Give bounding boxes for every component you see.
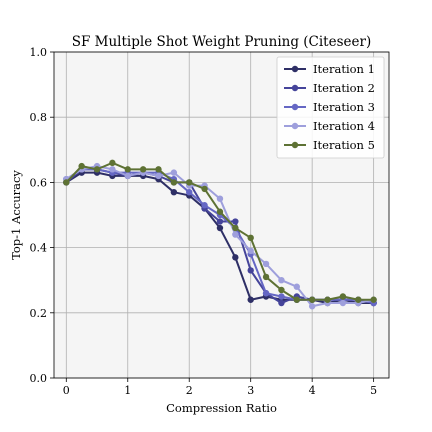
legend: Iteration 1 Iteration 2 Iteration 3 Iterati… (277, 57, 384, 158)
data-point (247, 235, 253, 241)
y-tick-label: 0.8 (30, 111, 48, 124)
data-point (278, 300, 284, 306)
data-point (232, 231, 238, 237)
data-point (94, 166, 100, 172)
data-point (370, 297, 376, 303)
data-point (171, 189, 177, 195)
legend-label: Iteration 4 (313, 119, 375, 133)
data-point (155, 173, 161, 179)
data-point (217, 225, 223, 231)
data-point (63, 179, 69, 185)
data-point (186, 179, 192, 185)
data-point (125, 166, 131, 172)
data-point (217, 218, 223, 224)
data-point (217, 196, 223, 202)
data-point (232, 225, 238, 231)
data-point (109, 166, 115, 172)
x-axis-label: Compression Ratio (166, 401, 277, 415)
y-tick-label: 0.0 (30, 372, 48, 385)
legend-label: Iteration 1 (313, 62, 375, 76)
data-point (340, 300, 346, 306)
data-point (78, 163, 84, 169)
data-point (294, 284, 300, 290)
x-tick-label: 4 (309, 384, 316, 397)
data-point (155, 166, 161, 172)
data-point (171, 169, 177, 175)
data-point (171, 179, 177, 185)
x-tick-label: 2 (186, 384, 193, 397)
data-point (263, 261, 269, 267)
data-point (125, 173, 131, 179)
legend-swatch-marker (292, 66, 298, 72)
data-point (263, 274, 269, 280)
data-point (232, 254, 238, 260)
data-point (201, 202, 207, 208)
data-point (263, 290, 269, 296)
y-axis-label: Top-1 Accuracy (9, 170, 23, 260)
data-point (309, 303, 315, 309)
y-tick-label: 0.4 (30, 242, 48, 255)
data-point (140, 166, 146, 172)
data-point (186, 189, 192, 195)
y-tick-label: 0.2 (30, 307, 48, 320)
legend-swatch-marker (292, 142, 298, 148)
data-point (247, 297, 253, 303)
data-point (278, 277, 284, 283)
data-point (340, 293, 346, 299)
data-point (278, 293, 284, 299)
data-point (247, 248, 253, 254)
legend-swatch-marker (292, 123, 298, 129)
x-tick-label: 0 (63, 384, 70, 397)
data-point (309, 297, 315, 303)
legend-label: Iteration 2 (313, 81, 375, 95)
x-tick-label: 5 (370, 384, 377, 397)
legend-label: Iteration 5 (313, 138, 375, 152)
x-tick-label: 1 (124, 384, 131, 397)
data-point (247, 267, 253, 273)
legend-swatch-marker (292, 104, 298, 110)
data-point (355, 297, 361, 303)
data-point (324, 297, 330, 303)
data-point (201, 186, 207, 192)
data-point (294, 297, 300, 303)
x-tick-label: 3 (247, 384, 254, 397)
chart-title: SF Multiple Shot Weight Pruning (Citesee… (72, 34, 371, 50)
data-point (109, 160, 115, 166)
data-point (278, 287, 284, 293)
legend-swatch-marker (292, 85, 298, 91)
data-point (232, 218, 238, 224)
y-tick-label: 1.0 (30, 46, 48, 59)
data-point (217, 209, 223, 215)
legend-label: Iteration 3 (313, 100, 375, 114)
y-tick-label: 0.6 (30, 176, 48, 189)
